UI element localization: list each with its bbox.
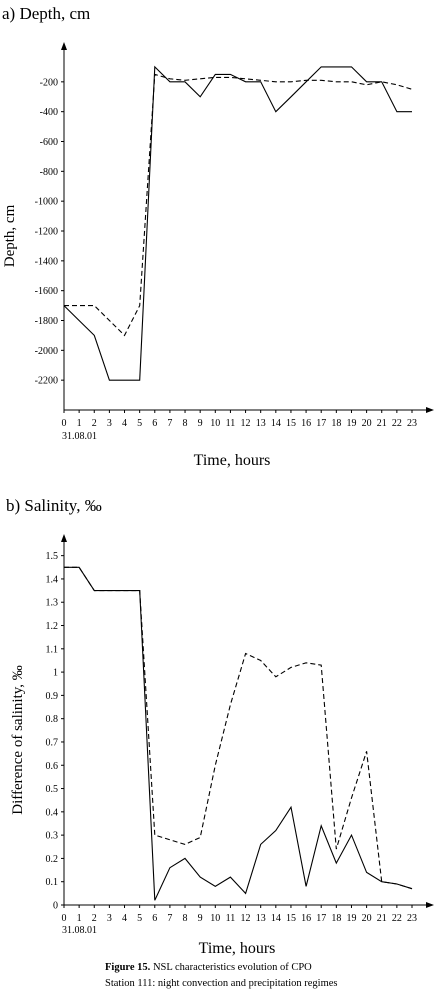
salinity-x-tick-label: 17 bbox=[316, 913, 326, 924]
salinity-x-tick-label: 10 bbox=[210, 913, 220, 924]
salinity-x-tick-label: 21 bbox=[377, 913, 387, 924]
salinity-y-tick-label: 0.9 bbox=[46, 691, 59, 702]
depth-x-tick-label: 21 bbox=[377, 418, 387, 429]
depth-x-tick-label: 14 bbox=[271, 418, 281, 429]
depth-x-tick-label: 23 bbox=[407, 418, 417, 429]
depth-y-tick-label: -200 bbox=[40, 77, 58, 88]
salinity-x-tick-label: 13 bbox=[256, 913, 266, 924]
figure-caption-label: Figure 15. bbox=[105, 962, 151, 973]
depth-y-tick-label: -1800 bbox=[35, 316, 58, 327]
salinity-x-tick-label: 2 bbox=[92, 913, 97, 924]
depth-chart: a) Depth, cm Depth, cm Time, hours 31.08… bbox=[2, 4, 434, 469]
depth-x-tick-label: 7 bbox=[167, 418, 172, 429]
depth-x-axis-arrow bbox=[426, 407, 434, 413]
salinity-x-tick-label: 0 bbox=[62, 913, 67, 924]
salinity-y-tick-label: 0.6 bbox=[46, 761, 59, 772]
depth-series-solid-line bbox=[63, 65, 412, 381]
depth-y-tick-label: -1000 bbox=[35, 197, 58, 208]
depth-x-tick-label: 4 bbox=[122, 418, 127, 429]
depth-chart-title: a) Depth, cm bbox=[2, 4, 90, 23]
salinity-y-tick-label: 0.3 bbox=[46, 831, 59, 842]
salinity-x-tick-label: 15 bbox=[286, 913, 296, 924]
depth-x-tick-label: 1 bbox=[77, 418, 82, 429]
depth-x-tick-label: 17 bbox=[316, 418, 326, 429]
salinity-x-tick-label: 14 bbox=[271, 913, 281, 924]
depth-x-tick-label: 0 bbox=[62, 418, 67, 429]
depth-y-tick-label: -400 bbox=[40, 107, 58, 118]
depth-y-tick-label: -800 bbox=[40, 167, 58, 178]
depth-x-tick-label: 22 bbox=[392, 418, 402, 429]
salinity-y-tick-label: 1.4 bbox=[46, 574, 59, 585]
salinity-x-tick-label: 20 bbox=[362, 913, 372, 924]
salinity-x-tick-label: 6 bbox=[152, 913, 157, 924]
salinity-x-tick-label: 5 bbox=[137, 913, 142, 924]
salinity-chart: b) Salinity, ‰ Difference of salinity, ‰… bbox=[6, 496, 434, 957]
salinity-y-tick-label: 0.4 bbox=[46, 807, 59, 818]
salinity-x-tick-label: 18 bbox=[331, 913, 341, 924]
depth-x-tick-label: 12 bbox=[241, 418, 251, 429]
salinity-x-tick-label: 1 bbox=[77, 913, 82, 924]
depth-chart-date-label: 31.08.01 bbox=[62, 431, 97, 442]
salinity-series-dashed-line bbox=[64, 566, 413, 890]
depth-x-tick-label: 2 bbox=[92, 418, 97, 429]
salinity-y-axis-arrow bbox=[61, 534, 67, 542]
depth-x-tick-label: 19 bbox=[346, 418, 356, 429]
depth-x-tick-label: 5 bbox=[137, 418, 142, 429]
salinity-x-tick-label: 4 bbox=[122, 913, 127, 924]
figure-caption: Figure 15. NSL characteristics evolution… bbox=[105, 962, 312, 973]
depth-y-tick-label: -1600 bbox=[35, 286, 58, 297]
salinity-chart-title: b) Salinity, ‰ bbox=[6, 496, 102, 515]
depth-x-tick-label: 8 bbox=[183, 418, 188, 429]
salinity-chart-date-label: 31.08.01 bbox=[62, 925, 97, 936]
salinity-x-axis-arrow bbox=[426, 902, 434, 908]
depth-x-tick-label: 15 bbox=[286, 418, 296, 429]
depth-chart-xlabel: Time, hours bbox=[194, 452, 271, 469]
depth-x-tick-label: 3 bbox=[107, 418, 112, 429]
depth-y-tick-label: -1200 bbox=[35, 227, 58, 238]
depth-y-tick-label: -2000 bbox=[35, 346, 58, 357]
salinity-y-tick-label: 1.5 bbox=[46, 551, 59, 562]
depth-series-dashed-line bbox=[64, 73, 413, 337]
depth-chart-ylabel: Depth, cm bbox=[2, 204, 18, 267]
salinity-y-tick-label: 0.5 bbox=[46, 784, 59, 795]
salinity-x-tick-label: 16 bbox=[301, 913, 311, 924]
salinity-y-tick-label: 0.7 bbox=[46, 737, 59, 748]
depth-y-tick-label: -2200 bbox=[35, 376, 58, 387]
salinity-x-tick-label: 23 bbox=[407, 913, 417, 924]
depth-x-tick-label: 20 bbox=[362, 418, 372, 429]
salinity-x-tick-label: 19 bbox=[346, 913, 356, 924]
salinity-chart-xlabel: Time, hours bbox=[199, 940, 276, 957]
depth-y-axis-arrow bbox=[61, 42, 67, 50]
depth-y-tick-label: -600 bbox=[40, 137, 58, 148]
salinity-y-tick-label: 0 bbox=[53, 901, 58, 912]
salinity-y-tick-label: 1.3 bbox=[46, 598, 59, 609]
salinity-chart-ylabel: Difference of salinity, ‰ bbox=[10, 665, 26, 815]
salinity-y-tick-label: 0.1 bbox=[46, 877, 59, 888]
salinity-x-tick-label: 3 bbox=[107, 913, 112, 924]
salinity-x-tick-label: 11 bbox=[226, 913, 236, 924]
salinity-x-tick-label: 8 bbox=[183, 913, 188, 924]
salinity-x-tick-label: 7 bbox=[167, 913, 172, 924]
depth-x-tick-label: 13 bbox=[256, 418, 266, 429]
depth-x-tick-label: 11 bbox=[226, 418, 236, 429]
salinity-x-tick-label: 12 bbox=[241, 913, 251, 924]
figure-caption-line2: Station 111: night convection and precip… bbox=[105, 978, 338, 989]
salinity-y-tick-label: 1 bbox=[53, 668, 58, 679]
salinity-y-tick-label: 0.2 bbox=[46, 854, 59, 865]
depth-x-tick-label: 18 bbox=[331, 418, 341, 429]
depth-x-tick-label: 10 bbox=[210, 418, 220, 429]
salinity-y-tick-label: 1.2 bbox=[46, 621, 59, 632]
depth-y-tick-label: -1400 bbox=[35, 256, 58, 267]
depth-x-tick-label: 9 bbox=[198, 418, 203, 429]
salinity-x-tick-label: 22 bbox=[392, 913, 402, 924]
salinity-y-tick-label: 0.8 bbox=[46, 714, 59, 725]
salinity-y-tick-label: 1.1 bbox=[46, 644, 59, 655]
depth-x-tick-label: 16 bbox=[301, 418, 311, 429]
salinity-series-solid-line bbox=[64, 566, 413, 901]
figure-caption-text: NSL characteristics evolution of CPO bbox=[150, 962, 312, 973]
depth-x-tick-label: 6 bbox=[152, 418, 157, 429]
salinity-x-tick-label: 9 bbox=[198, 913, 203, 924]
